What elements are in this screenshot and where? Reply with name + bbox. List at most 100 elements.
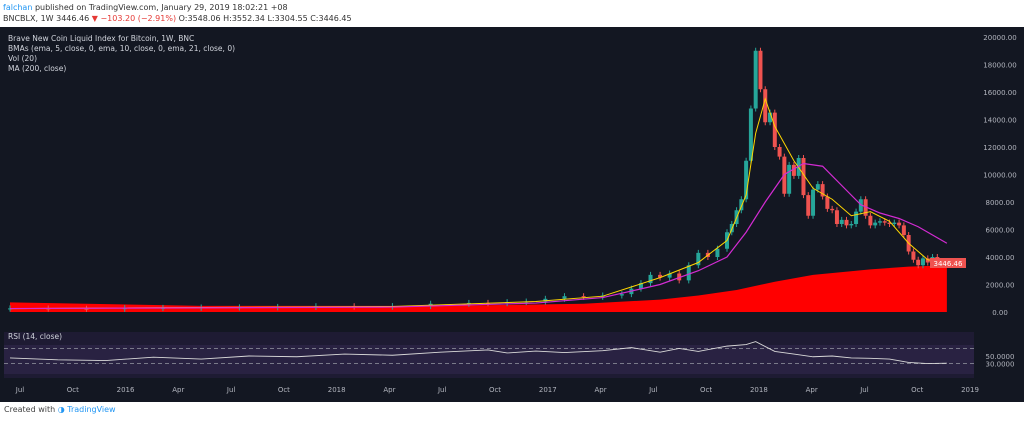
candle-body — [658, 274, 663, 278]
candle-body — [801, 158, 806, 196]
candle-body — [619, 294, 624, 296]
x-tick-label: Oct — [278, 386, 290, 394]
candle-body — [806, 195, 811, 216]
rsi-band — [4, 345, 974, 374]
candle-body — [791, 164, 796, 176]
y-tick-label: 8000.00 — [986, 199, 1015, 207]
moving-averages — [9, 97, 948, 310]
candle-body — [8, 308, 12, 310]
ohlc-values: O:3548.06 H:3552.34 L:3304.55 C:3446.45 — [178, 14, 352, 23]
candle-body — [834, 210, 839, 224]
price-chart[interactable]: 20000.00 18000.00 16000.00 14000.00 12000.00… — [0, 27, 1024, 402]
x-tick-label: Jul — [648, 386, 658, 394]
candle-body — [648, 274, 653, 284]
candle-body — [925, 258, 930, 263]
change-value: −103.20 (−2.91%) — [100, 14, 177, 23]
candle-body — [901, 225, 906, 235]
candle-body — [787, 164, 792, 194]
candle-body — [858, 199, 863, 212]
legend-rsi: RSI (14, close) — [8, 332, 62, 341]
rsi-tick-label: 50.0000 — [986, 353, 1015, 361]
candle-body — [877, 221, 882, 223]
tradingview-brand[interactable]: TradingView — [67, 405, 116, 414]
candle-body — [638, 283, 643, 289]
x-tick-label: Jul — [859, 386, 869, 394]
symbol-label: BNCBLX, 1W — [3, 14, 54, 23]
candle-body — [830, 208, 835, 211]
x-tick-label: Apr — [806, 386, 818, 394]
ema-fast-line — [9, 97, 947, 310]
x-tick-label: Oct — [700, 386, 712, 394]
x-tick-label: Oct — [911, 386, 923, 394]
y-tick-label: 20000.00 — [983, 34, 1016, 42]
candle-body — [543, 298, 548, 302]
legend-bmas: BMAs (ema, 5, close, 0, ema, 10, close, … — [8, 44, 235, 53]
y-tick-label: 4000.00 — [986, 254, 1015, 262]
candle-body — [768, 112, 773, 123]
tradingview-logo-icon[interactable]: ◑ — [57, 405, 65, 414]
legend-vol: Vol (20) — [8, 54, 37, 63]
candle-body — [677, 273, 682, 281]
candle-body — [686, 265, 691, 281]
candle-body — [696, 252, 701, 266]
candle-body — [763, 89, 768, 123]
x-tick-label: 2018 — [750, 386, 768, 394]
y-tick-label: 0.00 — [992, 309, 1008, 317]
price-label-tag: 3446.46 — [930, 258, 966, 268]
rsi-series — [4, 341, 974, 365]
candle-body — [882, 221, 887, 223]
candle-body — [897, 222, 902, 226]
ema-slow-line — [9, 162, 948, 310]
ma200-area — [10, 265, 947, 312]
x-tick-label: 2018 — [328, 386, 346, 394]
x-tick-label: 2016 — [117, 386, 135, 394]
x-tick-label: Oct — [67, 386, 79, 394]
price-axis[interactable]: 20000.00 18000.00 16000.00 14000.00 12000.00… — [983, 34, 1016, 369]
publish-info: published on TradingView.com, January 29… — [34, 3, 288, 12]
candle-body — [820, 184, 825, 197]
legend: Brave New Coin Liquid Index for Bitcoin,… — [8, 34, 235, 341]
y-tick-label: 18000.00 — [983, 62, 1016, 70]
y-tick-label: 10000.00 — [983, 172, 1016, 180]
y-tick-label: 14000.00 — [983, 117, 1016, 125]
x-tick-label: Apr — [383, 386, 395, 394]
y-tick-label: 6000.00 — [986, 227, 1015, 235]
candle-body — [753, 50, 758, 109]
candle-body — [772, 112, 777, 147]
candle-body — [911, 251, 916, 260]
candle-body — [84, 308, 89, 310]
author-link[interactable]: falchan — [3, 3, 33, 12]
ma200-fill — [10, 265, 947, 312]
candle-body — [825, 196, 830, 209]
y-tick-label: 12000.00 — [983, 144, 1016, 152]
created-with-label: Created with — [4, 405, 56, 414]
candle-body — [863, 199, 868, 216]
symbol-line: BNCBLX, 1W 3446.46 ▼ −103.20 (−2.91%) O:… — [3, 13, 352, 25]
legend-ma: MA (200, close) — [8, 64, 66, 73]
publish-header: falchan published on TradingView.com, Ja… — [0, 0, 1024, 27]
x-tick-label: Jul — [15, 386, 25, 394]
candle-body — [715, 248, 720, 257]
rsi-tick-label: 30.0000 — [986, 361, 1015, 369]
x-tick-label: 2017 — [539, 386, 557, 394]
change-arrow-icon: ▼ — [91, 14, 98, 23]
candle-body — [916, 259, 921, 266]
price-label-text: 3446.46 — [934, 260, 963, 268]
candle-body — [758, 50, 763, 90]
x-tick-label: Jul — [437, 386, 447, 394]
footer: Created with ◑ TradingView — [4, 405, 116, 414]
candle-body — [581, 296, 586, 298]
publish-line: falchan published on TradingView.com, Ja… — [3, 2, 288, 14]
time-axis[interactable]: Jul Oct 2016 Apr Jul Oct 2018 Apr Jul Oct 2017 Apr J… — [15, 386, 979, 394]
legend-title: Brave New Coin Liquid Index for Bitcoin,… — [8, 34, 194, 43]
x-tick-label: Apr — [594, 386, 606, 394]
x-tick-label: Jul — [226, 386, 236, 394]
y-tick-label: 16000.00 — [983, 89, 1016, 97]
candle-body — [667, 273, 672, 278]
candle-body — [748, 108, 753, 161]
candle-body — [844, 219, 849, 226]
candle-body — [562, 296, 567, 299]
candle-body — [887, 222, 892, 224]
candle-body — [849, 224, 854, 226]
x-tick-label: 2019 — [961, 386, 979, 394]
